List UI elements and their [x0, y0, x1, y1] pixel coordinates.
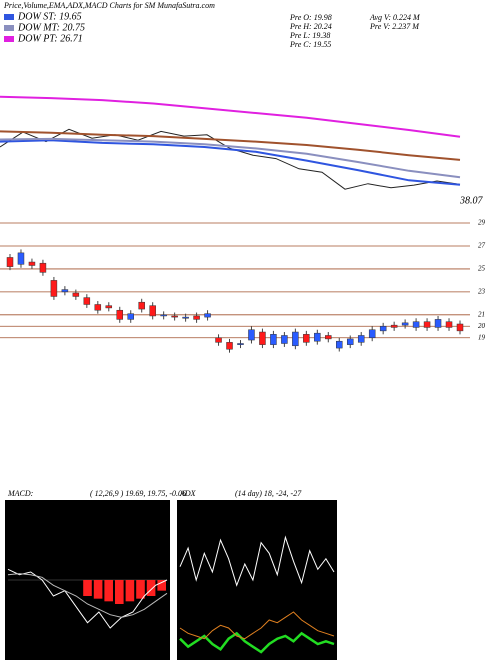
stat: Avg V: 0.224 M — [369, 13, 421, 22]
legend-swatch — [4, 36, 14, 42]
series-line — [179, 535, 335, 587]
y-tick-label: 27 — [478, 242, 486, 250]
legend-swatch — [4, 14, 14, 20]
candle-body — [138, 301, 145, 310]
y-tick-label: 29 — [478, 219, 486, 227]
series-line — [0, 139, 461, 186]
candle-body — [379, 326, 387, 332]
candle-body — [412, 321, 420, 328]
histogram-bar — [115, 580, 124, 604]
series-line — [7, 573, 168, 618]
candle-body — [182, 316, 189, 319]
stat: Pre O: 19.98 — [289, 13, 332, 22]
candle-body — [17, 252, 25, 265]
y-tick-label: 25 — [478, 265, 486, 273]
candle-body — [72, 292, 80, 297]
candle-body — [259, 331, 266, 345]
legend-entry: DOW MT: 20.75 — [17, 22, 85, 33]
candle-body — [39, 262, 47, 273]
annotation: 38.07 — [459, 195, 484, 206]
stat: Pre H: 20.24 — [289, 22, 332, 31]
stat: Pre C: 19.55 — [289, 40, 331, 49]
candle-body — [116, 309, 124, 320]
histogram-bar — [125, 580, 135, 602]
histogram-bar — [83, 580, 92, 596]
histogram-bar — [104, 580, 113, 602]
y-tick-label: 20 — [478, 322, 486, 330]
candle-body — [303, 334, 310, 343]
series-line — [7, 568, 168, 629]
candle-body — [248, 329, 255, 341]
adx-panel — [177, 500, 337, 660]
series-line — [0, 128, 461, 190]
candle-body — [292, 331, 299, 347]
candle-body — [237, 343, 244, 345]
candle-body — [357, 335, 365, 343]
histogram-bar — [93, 580, 103, 599]
adx-subtitle: (14 day) 18, -24, -27 — [235, 489, 302, 498]
candle-body — [390, 324, 398, 328]
candle-body — [105, 305, 113, 309]
candle-body — [127, 313, 134, 320]
macd-title: MACD: — [7, 489, 34, 498]
series-line — [0, 137, 461, 179]
candle-body — [94, 304, 102, 311]
candle-body — [270, 334, 277, 345]
candle-body — [204, 313, 211, 318]
y-tick-label: 21 — [478, 310, 485, 318]
stat: Pre L: 19.38 — [289, 31, 330, 40]
series-line — [179, 611, 335, 640]
legend-entry: DOW ST: 19.65 — [17, 11, 82, 22]
adx-title: ADX — [179, 489, 197, 498]
candle-body — [61, 289, 69, 293]
candle-body — [325, 335, 332, 340]
histogram-bar — [146, 580, 156, 596]
candle-body — [434, 319, 442, 328]
candle-body — [314, 332, 321, 342]
candle-body — [423, 321, 431, 328]
candle-body — [401, 322, 409, 326]
candle-body — [6, 257, 14, 267]
candle-body — [171, 315, 178, 318]
page-title: Price,Volume,EMA,ADX,MACD Charts for SM … — [3, 1, 215, 10]
candle-body — [445, 321, 453, 328]
candle-body — [50, 280, 58, 297]
candle-body — [226, 342, 233, 350]
candle-body — [346, 338, 354, 345]
histogram-bar — [136, 580, 145, 599]
candle-body — [149, 305, 156, 317]
legend-swatch — [4, 25, 14, 31]
series-line — [0, 95, 461, 138]
legend-entry: DOW PT: 26.71 — [17, 33, 83, 44]
candle-body — [83, 297, 91, 305]
candle-body — [160, 314, 167, 317]
candle-body — [28, 261, 36, 266]
macd-subtitle: ( 12,26,9 ) 19.69, 19.75, -0.06 — [90, 489, 186, 498]
y-tick-label: 19 — [478, 333, 486, 341]
candle-body — [456, 323, 464, 332]
y-tick-label: 23 — [478, 287, 486, 295]
series-line — [0, 130, 461, 161]
candle-body — [281, 335, 288, 344]
candle-body — [368, 329, 376, 339]
stat: Pre V: 2.237 M — [369, 22, 420, 31]
candle-body — [336, 340, 343, 349]
candle-body — [215, 337, 222, 343]
histogram-bar — [157, 580, 166, 591]
candle-body — [193, 315, 200, 320]
